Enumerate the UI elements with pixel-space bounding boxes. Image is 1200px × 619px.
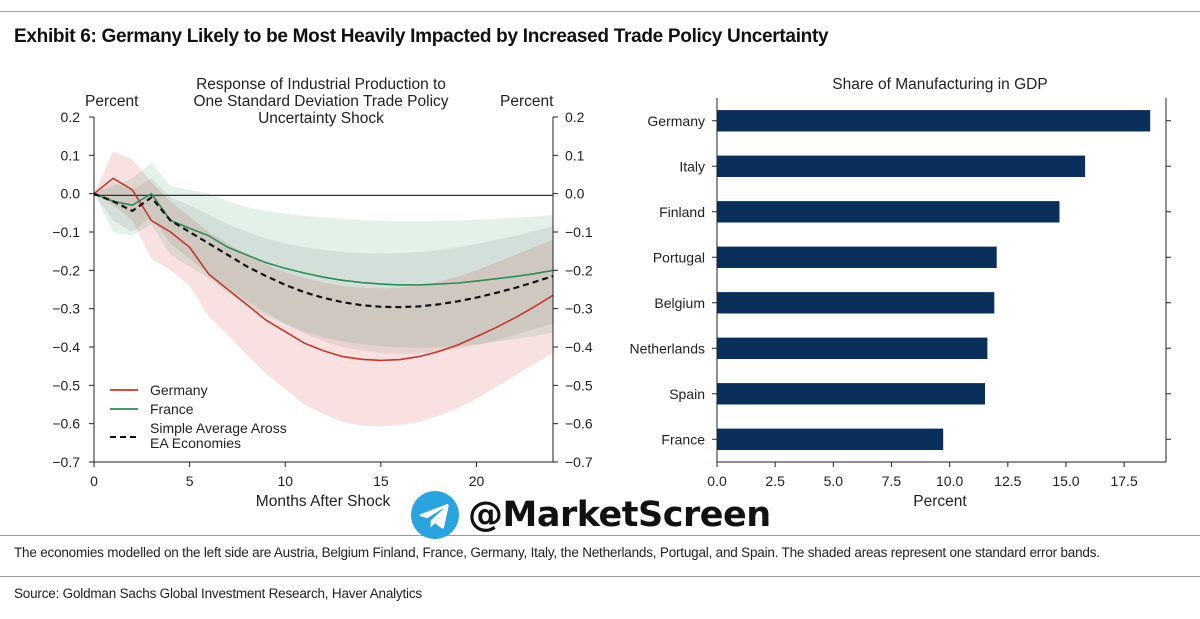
bar-x-tick-label: 5.0 bbox=[824, 473, 844, 489]
left-line-chart: Response of Industrial Production to One… bbox=[52, 76, 593, 510]
average-error-band bbox=[94, 178, 553, 354]
telegram-icon bbox=[411, 491, 459, 539]
left-y-tick-label: 0.1 bbox=[61, 147, 81, 163]
x-tick-label: 0 bbox=[90, 473, 98, 489]
right-y-tick-label: −0.3 bbox=[565, 301, 593, 317]
footnote: The economies modelled on the left side … bbox=[14, 545, 1100, 560]
right-y-tick-label: 0.0 bbox=[565, 186, 585, 202]
average-series-line bbox=[93, 192, 554, 309]
bar-category-label: Spain bbox=[669, 386, 705, 402]
x-tick-label: 15 bbox=[373, 473, 389, 489]
france-error-band bbox=[94, 163, 553, 348]
top-rule bbox=[0, 11, 1200, 12]
bar-germany bbox=[717, 110, 1151, 132]
bar-category-label: Belgium bbox=[654, 295, 705, 311]
left-chart-title-line-3: Uncertainty Shock bbox=[258, 110, 384, 127]
bar-x-axis-title: Percent bbox=[913, 493, 967, 510]
left-y-tick-label: −0.3 bbox=[52, 301, 80, 317]
right-y-tick-label: −0.2 bbox=[565, 262, 593, 278]
legend-france-label: France bbox=[150, 401, 194, 417]
x-tick-label: 5 bbox=[186, 473, 194, 489]
bar-category-label: Germany bbox=[647, 113, 705, 129]
right-y-tick-label: −0.7 bbox=[565, 454, 593, 470]
left-y-tick-label: −0.4 bbox=[52, 339, 80, 355]
bottom-rule bbox=[0, 576, 1200, 577]
germany-error-band bbox=[94, 151, 553, 427]
right-y-tick-label: −0.6 bbox=[565, 416, 593, 432]
right-y-tick-label: −0.4 bbox=[565, 339, 593, 355]
bar-finland bbox=[717, 201, 1060, 223]
bar-category-label: Netherlands bbox=[630, 340, 706, 356]
bar-x-tick-label: 12.5 bbox=[994, 473, 1021, 489]
left-axis-unit-label: Percent bbox=[85, 93, 139, 110]
bar-france bbox=[717, 428, 944, 450]
watermark-text: @MarketScreen bbox=[468, 495, 771, 535]
left-chart-title-line-1: Response of Industrial Production to bbox=[196, 76, 446, 93]
legend-average-label-line-1: Simple Average Aross bbox=[150, 420, 287, 436]
bar-category-label: Italy bbox=[679, 158, 705, 174]
left-y-tick-label: −0.5 bbox=[52, 377, 80, 393]
middle-rule bbox=[0, 535, 1200, 536]
bar-x-tick-label: 15.0 bbox=[1052, 473, 1079, 489]
right-axis-unit-label: Percent bbox=[500, 93, 554, 110]
left-y-tick-label: −0.2 bbox=[52, 262, 80, 278]
left-chart-title-line-2: One Standard Deviation Trade Policy bbox=[193, 93, 448, 110]
bar-category-label: Finland bbox=[659, 204, 705, 220]
bar-belgium bbox=[717, 292, 995, 314]
right-y-tick-label: 0.1 bbox=[565, 147, 585, 163]
bar-x-tick-label: 7.5 bbox=[882, 473, 902, 489]
right-bar-chart: Share of Manufacturing in GDP Germany Ita… bbox=[630, 76, 1171, 510]
left-y-tick-label: −0.7 bbox=[52, 454, 80, 470]
left-y-tick-label: 0.0 bbox=[61, 186, 81, 202]
bar-spain bbox=[717, 383, 985, 405]
watermark: @MarketScreen bbox=[410, 489, 771, 541]
bar-portugal bbox=[717, 246, 997, 268]
right-y-tick-label: −0.1 bbox=[565, 224, 593, 240]
left-y-tick-label: −0.1 bbox=[52, 224, 80, 240]
bar-x-tick-label: 10.0 bbox=[936, 473, 963, 489]
bar-chart-title: Share of Manufacturing in GDP bbox=[832, 76, 1047, 93]
right-y-tick-label: 0.2 bbox=[565, 109, 585, 125]
left-y-tick-label: −0.6 bbox=[52, 416, 80, 432]
bar-x-tick-label: 2.5 bbox=[765, 473, 785, 489]
legend-germany-label: Germany bbox=[150, 382, 208, 398]
right-y-tick-label: −0.5 bbox=[565, 377, 593, 393]
source-note: Source: Goldman Sachs Global Investment … bbox=[14, 586, 422, 601]
exhibit-title: Exhibit 6: Germany Likely to be Most Hea… bbox=[14, 26, 829, 47]
x-tick-label: 10 bbox=[277, 473, 293, 489]
bar-x-tick-label: 0.0 bbox=[707, 473, 727, 489]
x-tick-label: 20 bbox=[469, 473, 485, 489]
bar-italy bbox=[717, 155, 1086, 177]
bar-category-label: Portugal bbox=[653, 249, 705, 265]
bar-netherlands bbox=[717, 337, 988, 359]
legend-average-label-line-2: EA Economies bbox=[150, 435, 241, 451]
germany-series-line bbox=[93, 177, 554, 362]
x-axis-title: Months After Shock bbox=[256, 493, 391, 510]
bar-category-label: France bbox=[661, 431, 705, 447]
bar-x-tick-label: 17.5 bbox=[1110, 473, 1137, 489]
left-y-tick-label: 0.2 bbox=[61, 109, 81, 125]
